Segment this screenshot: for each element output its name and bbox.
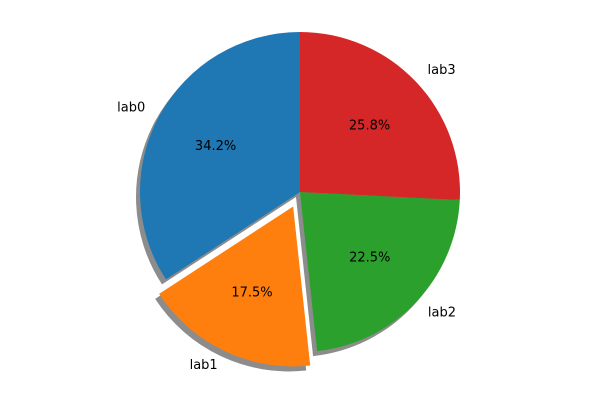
slice-label-lab1: lab1	[190, 358, 218, 373]
pie-slice-lab1	[159, 206, 311, 367]
pie-wedges	[139, 32, 460, 367]
slice-label-lab0: lab0	[117, 101, 145, 116]
pie-slice-lab2	[300, 192, 460, 352]
pct-label-lab1: 17.5%	[231, 286, 272, 301]
pct-label-lab3: 25.8%	[349, 118, 390, 133]
pct-label-lab2: 22.5%	[349, 250, 390, 265]
pie-labels: lab0 34.2% lab1 17.5% lab2 22.5% lab3 25.8%	[117, 63, 456, 373]
pie-slice-lab3	[300, 32, 460, 201]
slice-label-lab2: lab2	[428, 305, 456, 320]
slice-label-lab3: lab3	[428, 63, 456, 78]
pie-slice-lab0	[139, 32, 300, 280]
pct-label-lab0: 34.2%	[195, 139, 236, 154]
